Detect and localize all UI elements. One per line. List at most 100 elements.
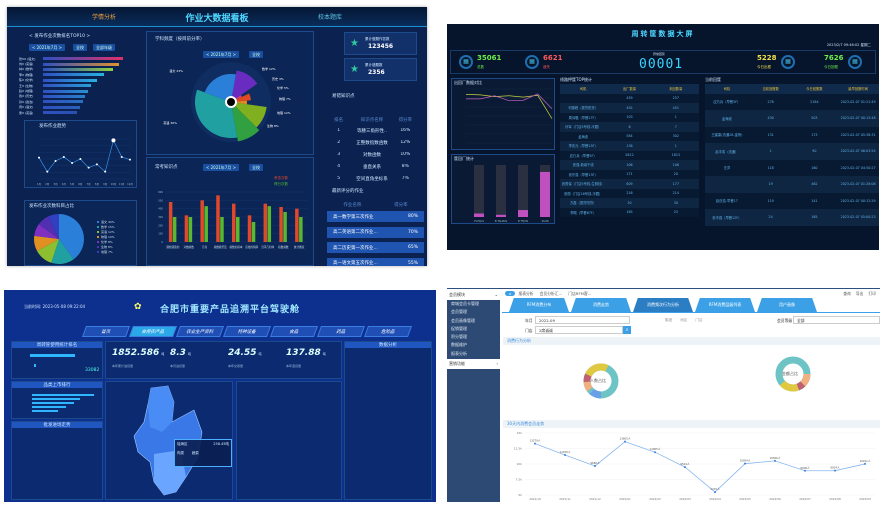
tab-3[interactable]: RFM消费层级列表 — [695, 298, 755, 312]
tab-1[interactable]: 消费走势 — [571, 298, 631, 312]
search-icon[interactable]: ⌕ — [623, 326, 631, 334]
tab-5[interactable]: 药品 — [316, 326, 366, 337]
table-row[interactable]: 1 等腰三角形性.. 16% — [322, 125, 422, 137]
table-row[interactable]: 孟海波 584 302 — [560, 131, 699, 141]
action-1[interactable]: 导出 — [855, 291, 864, 296]
cell: 2023-02-07 05:38:31 — [840, 132, 876, 137]
bar-title: 常考知识点 — [155, 165, 178, 170]
table-row[interactable]: 4 垂直关系 8% — [322, 161, 422, 173]
pie-panel: 发布作业次数科目占比 语文 40% 数学 15% 英语 12% 物理 10% 化学 8%… — [24, 200, 137, 266]
home-icon[interactable]: ⌂ — [505, 291, 516, 296]
table-row[interactable]: 李庆元（早餐15F） 136 1 — [560, 141, 699, 151]
cell: 张丽（门店16号线-冷藏） — [563, 191, 603, 196]
cell: 李刚（早餐67F） — [570, 210, 597, 215]
tab-4[interactable]: 食品 — [269, 326, 319, 337]
action-0[interactable]: 查询 — [843, 291, 851, 296]
table-row[interactable]: 19 462 2023-02-07 01:28:06 — [705, 176, 879, 193]
sidebar-item-3[interactable]: 促销管理 — [447, 325, 500, 333]
table-row[interactable]: 何德峰（提货阳货） 492 451 — [560, 103, 699, 113]
rose-month-select[interactable]: < 2021年7月 > — [203, 51, 239, 58]
cell: 应乃兵（早餐5F） — [713, 100, 741, 105]
bar-exam — [184, 215, 189, 242]
rose-slice — [231, 70, 258, 102]
table-row[interactable]: 张丽（门店16号线-冷藏） 216 214 — [560, 188, 699, 198]
header-bar: 学情分析 作业大数据看板 校本题库 — [7, 7, 427, 27]
table-row[interactable]: 2 正整数指数函数 12% — [322, 137, 422, 149]
table-row[interactable]: 5 空间直角坐标系 7% — [322, 173, 422, 185]
grade-select[interactable]: 全部年级 — [93, 44, 115, 51]
tab-3[interactable]: 特种设备 — [222, 326, 272, 337]
bar-exam — [200, 200, 204, 242]
table-row[interactable]: 方磊（提货阳货） 30 30 — [560, 198, 699, 208]
hw-item[interactable]: 高一语文第五次作业... 55% — [327, 257, 424, 266]
sidebar-item-4[interactable]: 积分管理 — [447, 333, 500, 341]
sidebar-item-5[interactable]: 数据维护 — [447, 341, 500, 349]
member-select[interactable]: 全部 — [793, 316, 880, 324]
table-row[interactable]: 应乃兵（早餐5F） 278 2184 2023-02-07 01:21:49 — [705, 93, 879, 110]
pie-title: 发布作业次数科目占比 — [29, 204, 74, 209]
table-row[interactable]: 张丰强（早餐12F） 24 165 2023-02-07 05:00:23 — [705, 209, 879, 226]
sidebar-header[interactable]: 会员模块 ⌄ — [447, 290, 500, 300]
action-2[interactable]: 打印 — [868, 291, 876, 296]
bar-month-select[interactable]: < 2021年7月 > — [203, 164, 239, 171]
sidebar-item-6[interactable]: 报表分析 — [447, 350, 500, 358]
tab-0[interactable]: RFM消费分布 — [509, 298, 569, 312]
breadcrumb-item[interactable]: 会员分析汇... — [539, 291, 563, 296]
tab-0[interactable]: 首页 — [81, 326, 131, 337]
month-input[interactable]: 2022-09 — [535, 316, 630, 324]
month-select[interactable]: < 2021年7月 > — [29, 44, 65, 51]
sidebar-item-1[interactable]: 会员管理 — [447, 308, 500, 316]
table-row[interactable]: 459 257 — [560, 93, 699, 103]
right-title: 当前回筐 — [705, 77, 721, 82]
store-input[interactable]: 2席诚诚 — [535, 326, 623, 334]
table-row[interactable]: 孟海波 430 503 2023-02-07 00:13:48 — [705, 110, 879, 127]
chart-icon: ▦ — [848, 55, 862, 69]
hw-item[interactable]: 高二历史第一次作业... 65% — [327, 242, 424, 253]
data-point — [804, 469, 806, 472]
tab-6[interactable]: 危险品 — [363, 326, 413, 337]
breadcrumb-item[interactable]: 报表分析 — [518, 291, 534, 296]
x-tick-label: 2021/10 — [529, 497, 541, 501]
radio-1[interactable]: 地区 — [680, 318, 688, 322]
table-row[interactable]: 应乃兵（早餐5F） 2612 1813 — [560, 150, 699, 160]
radio-0[interactable]: 集团 — [665, 318, 673, 322]
breadcrumb-item[interactable]: 门店RFM客... — [568, 291, 592, 296]
table-row[interactable]: 汪洋 118 160 2023-02-07 04:50:27 — [705, 159, 879, 176]
stat-value: 8.3 — [170, 348, 186, 358]
hw-item[interactable]: 高一数学第三次作业 80% — [327, 211, 424, 222]
sidebar-marketing[interactable]: 营销功能 ‹ — [447, 359, 500, 370]
rank-row: 赵X (地理) — [19, 88, 134, 93]
table-row[interactable]: 赵丰成（流通） 1 90 2023-02-07 06:03:54 — [705, 143, 879, 160]
trend-point — [71, 162, 74, 164]
tab-2[interactable]: 消费频次行为分析 — [633, 298, 693, 312]
table-row[interactable]: 周诗璐（早餐27F） 103 1 — [560, 112, 699, 122]
data-point — [534, 442, 536, 445]
nav-learning-analysis[interactable]: 学情分析 — [92, 14, 117, 21]
nav-question-bank[interactable]: 校本题库 — [317, 14, 342, 21]
table-row[interactable]: 张勇保（门店5号线-生鲜线） 609 177 — [560, 179, 699, 189]
cell: 106 — [672, 162, 679, 167]
cell: 10% — [400, 152, 411, 157]
series-line — [466, 93, 553, 110]
table-row[interactable]: 张强-新增干线 106 106 — [560, 160, 699, 170]
radio-2[interactable]: 门店 — [695, 318, 703, 322]
table-row[interactable]: 赵庆浩-早餐17 119 141 2023-02-07 00:12:29 — [705, 192, 879, 209]
legend-swatch — [97, 251, 99, 253]
table-row[interactable]: 张东强（早餐13F） 171 20 — [560, 169, 699, 179]
table-row[interactable]: 3 对数函数 10% — [322, 149, 422, 161]
school-select[interactable]: 全校 — [73, 44, 87, 51]
tab-4[interactable]: 用户画像 — [757, 298, 817, 312]
table-row[interactable]: 王建康(流通28-金桥) 131 173 2023-02-07 05:38:31 — [705, 126, 879, 143]
bar-school-select[interactable]: 全校 — [249, 164, 263, 171]
rank-bar — [43, 62, 119, 66]
table-row[interactable]: 孙军（门店5号线-冷藏） 6 7 — [560, 122, 699, 132]
tab-2[interactable]: 农业生产资料 — [175, 326, 225, 337]
sidebar-item-0[interactable]: 商城会员卡管理 — [447, 300, 500, 308]
hw-item[interactable]: 高二英语第二次作业... 70% — [327, 226, 424, 238]
cell: 1 — [674, 143, 677, 148]
chart-icon: ▦ — [459, 55, 473, 69]
sidebar-item-2[interactable]: 会员画像管理 — [447, 317, 500, 325]
tab-1[interactable]: 食用农产品 — [128, 326, 178, 337]
table-row[interactable]: 李刚（早餐67F） 165 25 — [560, 207, 699, 217]
rose-school-select[interactable]: 全校 — [249, 51, 263, 58]
